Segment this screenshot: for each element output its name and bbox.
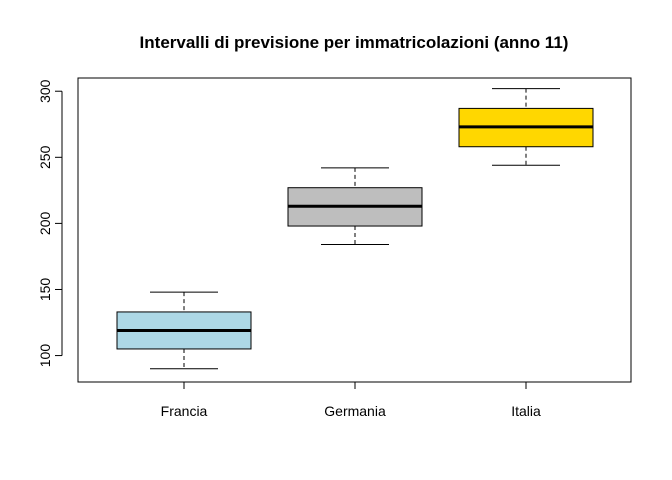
y-tick-label: 250 (37, 145, 53, 169)
box-francia (116, 291, 252, 370)
boxes (116, 88, 594, 370)
y-tick-label: 200 (37, 211, 53, 235)
x-tick-label: Italia (511, 403, 541, 419)
chart-title: Intervalli di previsione per immatricola… (140, 33, 569, 52)
x-tick-label: Germania (324, 403, 386, 419)
box-germania (287, 167, 423, 246)
y-tick-label: 300 (37, 79, 53, 103)
y-tick-label: 100 (37, 344, 53, 368)
y-axis: 100 150 200 250 300 (37, 79, 63, 368)
y-tick-label: 150 (37, 278, 53, 302)
x-tick-label: Francia (161, 403, 208, 419)
x-axis: Francia Germania Italia (161, 381, 541, 419)
box-italia (458, 88, 594, 166)
